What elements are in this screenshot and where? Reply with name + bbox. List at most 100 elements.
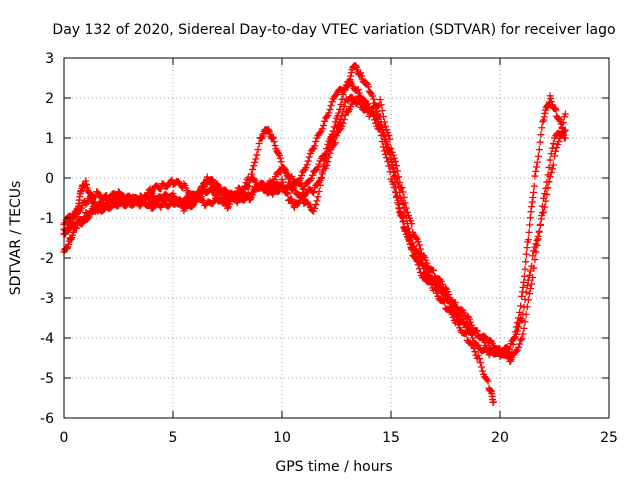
data-point — [527, 208, 535, 216]
data-point — [526, 221, 534, 229]
y-tick-label: 2 — [45, 91, 54, 107]
data-point — [537, 215, 545, 223]
data-point — [226, 200, 234, 208]
data-point — [338, 95, 346, 103]
data-point — [548, 165, 556, 173]
data-point — [533, 163, 541, 171]
data-point — [396, 179, 404, 187]
data-point — [407, 240, 415, 248]
data-point — [352, 62, 360, 70]
data-point — [414, 238, 422, 246]
data-point — [382, 150, 390, 158]
data-point — [542, 197, 550, 205]
data-point — [520, 324, 528, 332]
data-point — [329, 127, 337, 135]
data-point — [519, 310, 527, 318]
data-point — [556, 134, 564, 142]
data-point — [459, 315, 467, 323]
data-point — [65, 240, 73, 248]
data-point — [518, 335, 526, 343]
data-point — [316, 129, 324, 137]
data-point — [305, 153, 313, 161]
data-point — [331, 92, 339, 100]
data-point — [415, 241, 423, 249]
data-point — [545, 178, 553, 186]
series-track-1 — [60, 62, 497, 406]
data-point — [315, 160, 323, 168]
data-point — [309, 188, 317, 196]
y-tick-label: -1 — [40, 211, 54, 227]
data-point — [399, 218, 407, 226]
data-point — [536, 138, 544, 146]
axis-ticks: 0 5 10 15 20 25 -6 -5 -4 -3 -2 -1 0 1 2 3 — [40, 51, 618, 446]
data-point — [82, 181, 90, 189]
data-point — [146, 193, 154, 201]
data-point — [370, 95, 378, 103]
data-point — [547, 168, 555, 176]
data-point — [380, 147, 388, 155]
y-tick-label: -2 — [40, 251, 54, 267]
data-point — [552, 106, 560, 114]
data-point — [279, 181, 287, 189]
x-tick-label: 0 — [60, 430, 69, 446]
data-point — [561, 126, 569, 134]
data-point — [443, 291, 451, 299]
data-point — [376, 96, 384, 104]
data-point — [420, 252, 428, 260]
y-tick-label: -3 — [40, 291, 54, 307]
data-point — [368, 92, 376, 100]
data-point — [549, 140, 557, 148]
data-point — [356, 71, 364, 79]
data-point — [233, 189, 241, 197]
x-tick-label: 5 — [169, 430, 178, 446]
data-point — [269, 133, 277, 141]
data-point — [523, 282, 531, 290]
data-point — [517, 336, 525, 344]
data-point — [416, 245, 424, 253]
data-point — [299, 195, 307, 203]
data-point — [535, 227, 543, 235]
data-point — [323, 113, 331, 121]
data-point — [515, 323, 523, 331]
data-point — [377, 131, 385, 139]
data-point — [321, 117, 329, 125]
data-point — [521, 318, 529, 326]
data-point — [528, 198, 536, 206]
data-point — [400, 193, 408, 201]
y-tick-label: 1 — [45, 131, 54, 147]
data-point — [512, 347, 520, 355]
data-point — [395, 204, 403, 212]
data-point — [537, 131, 545, 139]
data-point — [540, 116, 548, 124]
data-point — [255, 139, 263, 147]
y-tick-label: 3 — [45, 51, 54, 67]
data-point — [513, 327, 521, 335]
data-point — [517, 302, 525, 310]
x-tick-label: 15 — [382, 430, 400, 446]
data-point — [250, 162, 258, 170]
data-point — [386, 168, 394, 176]
series-track-3 — [60, 93, 569, 365]
data-point — [510, 334, 518, 342]
data-point — [462, 330, 470, 338]
data-point — [528, 203, 536, 211]
data-point — [316, 181, 324, 189]
data-point — [557, 130, 565, 138]
data-point — [271, 142, 279, 150]
data-point — [518, 316, 526, 324]
data-point — [253, 151, 261, 159]
data-point — [322, 150, 330, 158]
data-point — [524, 276, 532, 284]
data-point — [515, 343, 523, 351]
data-point — [422, 256, 430, 264]
data-point — [507, 357, 515, 365]
series-track-4 — [60, 77, 569, 360]
data-point — [385, 132, 393, 140]
data-point — [395, 173, 403, 181]
data-point — [336, 105, 344, 113]
data-point — [533, 158, 541, 166]
data-point — [347, 72, 355, 80]
series-track-2 — [60, 92, 569, 363]
y-axis-label: SDTVAR / TECUs — [8, 181, 24, 296]
